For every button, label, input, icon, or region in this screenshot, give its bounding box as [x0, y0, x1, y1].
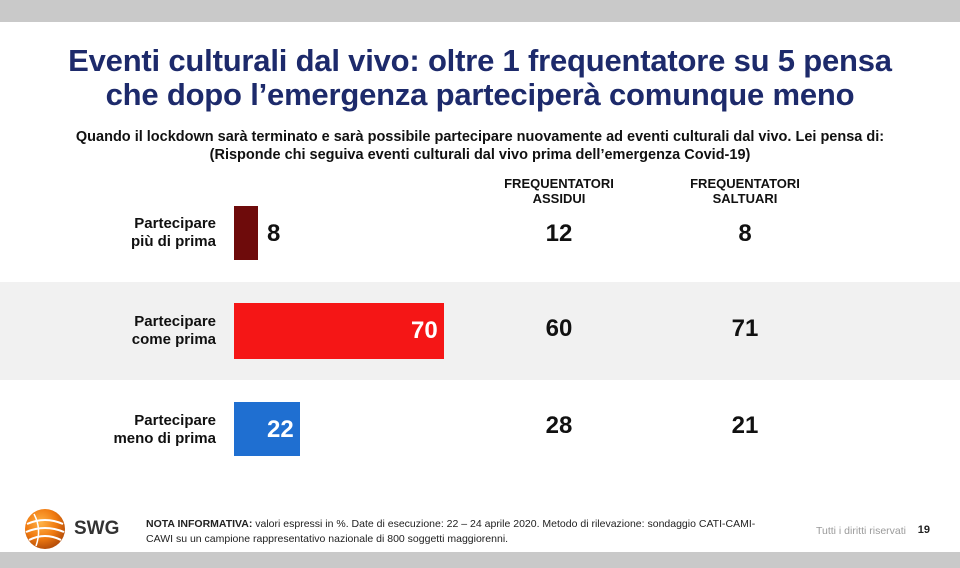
row-label-line2: più di prima: [130, 233, 216, 250]
bar-value-come-prima: 70: [411, 317, 438, 344]
bar-meno-di-prima: [234, 402, 300, 456]
row-label-line2: meno di prima: [113, 430, 216, 447]
row-label-come-prima: Partecipare come prima: [0, 313, 216, 349]
row-label-line1: Partecipare: [134, 412, 216, 429]
slide-title: Eventi culturali dal vivo: oltre 1 frequ…: [20, 44, 940, 112]
question-note: (Risponde chi seguiva eventi culturali d…: [209, 147, 751, 163]
bar-value-piu-di-prima: 8: [267, 220, 281, 247]
row-background-come-prima: [0, 282, 960, 380]
column-header-saltuari-line2: SALTUARI: [712, 191, 778, 206]
info-note-text: valori espressi in %. Date di esecuzione…: [146, 518, 756, 545]
brand-name: SWG: [74, 518, 120, 539]
info-note: NOTA INFORMATIVA: valori espressi in %. …: [146, 517, 766, 547]
title-line-2: che dopo l’emergenza parteciperà comunqu…: [105, 77, 855, 112]
cell-saltuari-come-prima: 71: [731, 315, 759, 342]
column-header-saltuari: FREQUENTATORI SALTUARI: [660, 176, 830, 206]
column-header-saltuari-line1: FREQUENTATORI: [690, 176, 800, 191]
question-text: Quando il lockdown sarà terminato e sarà…: [10, 128, 950, 164]
row-label-meno-di-prima: Partecipare meno di prima: [0, 412, 216, 448]
column-header-assidui-line2: ASSIDUI: [532, 191, 586, 206]
cell-saltuari-meno-di-prima: 21: [731, 412, 759, 439]
question-line: Quando il lockdown sarà terminato e sarà…: [75, 129, 885, 145]
page-number: 19: [917, 524, 930, 536]
info-note-label: NOTA INFORMATIVA:: [146, 518, 253, 530]
bar-come-prima: [234, 303, 444, 359]
cell-assidui-meno-di-prima: 28: [545, 412, 573, 439]
bar-piu-di-prima: [234, 206, 258, 260]
title-line-1: Eventi culturali dal vivo: oltre 1 frequ…: [68, 43, 892, 78]
row-label-piu-di-prima: Partecipare più di prima: [0, 215, 216, 251]
rights-reserved: Tutti i diritti riservati: [815, 525, 906, 537]
row-label-line1: Partecipare: [134, 215, 216, 232]
row-label-line2: come prima: [131, 331, 216, 348]
bar-value-meno-di-prima: 22: [267, 416, 294, 443]
column-header-assidui: FREQUENTATORI ASSIDUI: [474, 176, 644, 206]
cell-assidui-come-prima: 60: [545, 315, 573, 342]
slide: Eventi culturali dal vivo: oltre 1 frequ…: [0, 22, 960, 552]
cell-saltuari-piu-di-prima: 8: [738, 220, 752, 247]
column-header-assidui-line1: FREQUENTATORI: [504, 176, 614, 191]
row-label-line1: Partecipare: [134, 313, 216, 330]
swg-globe-logo-icon: [25, 509, 65, 549]
cell-assidui-piu-di-prima: 12: [545, 220, 573, 247]
